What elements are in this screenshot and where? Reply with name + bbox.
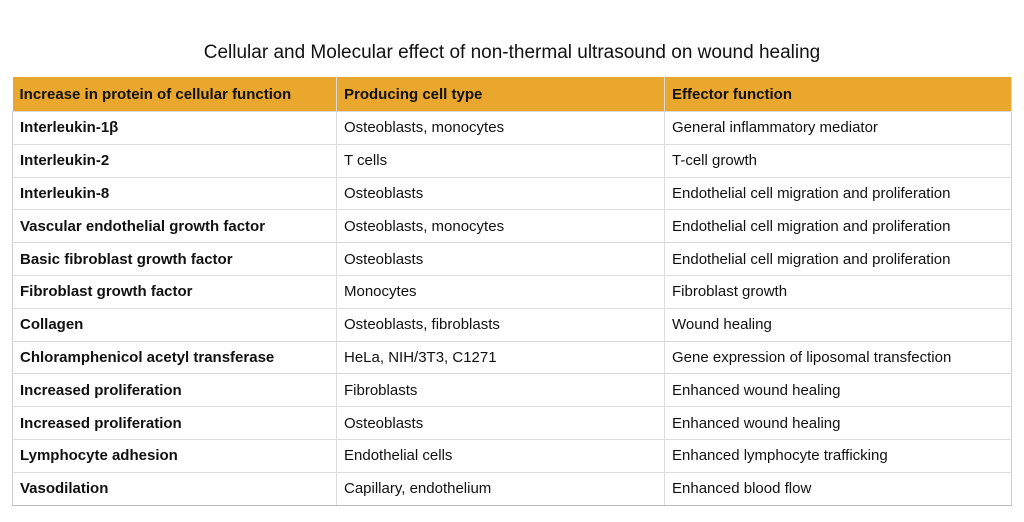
cell-protein: Basic fibroblast growth factor (12, 242, 337, 276)
cell-protein: Interleukin-2 (12, 143, 337, 178)
table-row: Vascular endothelial growth factor Osteo… (12, 209, 1012, 244)
table-body: Interleukin-1β Osteoblasts, monocytes Ge… (12, 111, 1012, 506)
cell-protein: Interleukin-1β (12, 111, 337, 145)
cell-cell-type: Capillary, endothelium (336, 471, 665, 506)
cell-effector-function: Endothelial cell migration and prolifera… (664, 176, 1012, 211)
cell-protein: Increased proliferation (12, 406, 337, 440)
cell-effector-function: Enhanced wound healing (664, 406, 1012, 440)
cell-protein: Vascular endothelial growth factor (12, 209, 337, 244)
cell-effector-function: Endothelial cell migration and prolifera… (664, 242, 1012, 276)
cell-cell-type: Endothelial cells (336, 438, 665, 473)
cell-protein: Fibroblast growth factor (12, 274, 337, 309)
cell-cell-type: T cells (336, 143, 665, 178)
cell-effector-function: Gene expression of liposomal transfectio… (664, 340, 1012, 375)
cell-cell-type: Osteoblasts (336, 406, 665, 440)
header-protein: Increase in protein of cellular function (12, 77, 337, 112)
table-row: Basic fibroblast growth factor Osteoblas… (12, 242, 1012, 276)
cell-protein: Chloramphenicol acetyl transferase (12, 340, 337, 375)
table-row: Increased proliferation Fibroblasts Enha… (12, 373, 1012, 408)
table-row: Interleukin-2 T cells T-cell growth (12, 143, 1012, 178)
cell-effector-function: Enhanced blood flow (664, 471, 1012, 506)
cell-cell-type: Osteoblasts, monocytes (336, 209, 665, 244)
cell-protein: Lymphocyte adhesion (12, 438, 337, 473)
cell-cell-type: Osteoblasts, monocytes (336, 111, 665, 145)
effects-table: Increase in protein of cellular function… (12, 77, 1012, 506)
table-row: Interleukin-1β Osteoblasts, monocytes Ge… (12, 111, 1012, 145)
table-row: Vasodilation Capillary, endothelium Enha… (12, 471, 1012, 506)
table-row: Chloramphenicol acetyl transferase HeLa,… (12, 340, 1012, 375)
cell-protein: Increased proliferation (12, 373, 337, 408)
cell-effector-function: Fibroblast growth (664, 274, 1012, 309)
cell-protein: Collagen (12, 307, 337, 342)
header-effector-function: Effector function (664, 77, 1012, 112)
table-row: Fibroblast growth factor Monocytes Fibro… (12, 274, 1012, 309)
cell-effector-function: Endothelial cell migration and prolifera… (664, 209, 1012, 244)
header-row: Increase in protein of cellular function… (12, 77, 1012, 112)
cell-protein: Vasodilation (12, 471, 337, 506)
table-row: Interleukin-8 Osteoblasts Endothelial ce… (12, 176, 1012, 211)
cell-protein: Interleukin-8 (12, 176, 337, 211)
table-row: Increased proliferation Osteoblasts Enha… (12, 406, 1012, 440)
cell-effector-function: General inflammatory mediator (664, 111, 1012, 145)
cell-cell-type: Osteoblasts (336, 242, 665, 276)
cell-cell-type: Fibroblasts (336, 373, 665, 408)
header-cell-type: Producing cell type (336, 77, 665, 112)
table-row: Lymphocyte adhesion Endothelial cells En… (12, 438, 1012, 473)
cell-effector-function: Wound healing (664, 307, 1012, 342)
cell-cell-type: Osteoblasts, fibroblasts (336, 307, 665, 342)
cell-effector-function: T-cell growth (664, 143, 1012, 178)
table-header: Increase in protein of cellular function… (12, 77, 1012, 112)
cell-cell-type: HeLa, NIH/3T3, C1271 (336, 340, 665, 375)
cell-cell-type: Monocytes (336, 274, 665, 309)
table-row: Collagen Osteoblasts, fibroblasts Wound … (12, 307, 1012, 342)
cell-effector-function: Enhanced wound healing (664, 373, 1012, 408)
cell-effector-function: Enhanced lymphocyte trafficking (664, 438, 1012, 473)
cell-cell-type: Osteoblasts (336, 176, 665, 211)
table-title: Cellular and Molecular effect of non-the… (203, 42, 821, 63)
